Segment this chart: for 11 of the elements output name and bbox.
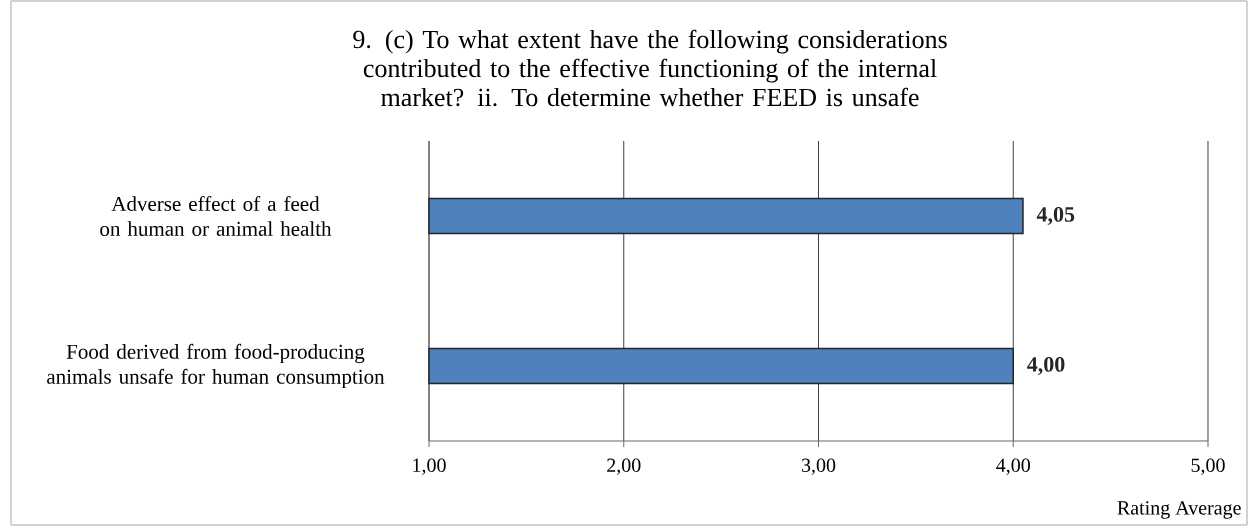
data-label: 4,05 xyxy=(1036,206,1075,226)
x-tick-label: 4,00 xyxy=(996,458,1030,475)
x-tick-label: 2,00 xyxy=(607,458,641,475)
x-tick-label: 5,00 xyxy=(1191,458,1225,475)
chart-title: 9. (c) To what extent have the following considerations contributed to the effective functioning of the internal market? ii. To determine whether FEED is unsafe xyxy=(353,29,947,107)
x-tick-label: 3,00 xyxy=(801,458,836,475)
y-tick-label: Food derived from food-producing animals unsafe for human consumption xyxy=(47,343,385,389)
y-tick-label: Adverse effect of a feed on human or animal health xyxy=(100,195,332,236)
data-label: 4,00 xyxy=(1027,356,1065,376)
x-tick-label: 1,00 xyxy=(413,458,446,475)
x-axis-title: Rating Average xyxy=(1117,501,1241,519)
